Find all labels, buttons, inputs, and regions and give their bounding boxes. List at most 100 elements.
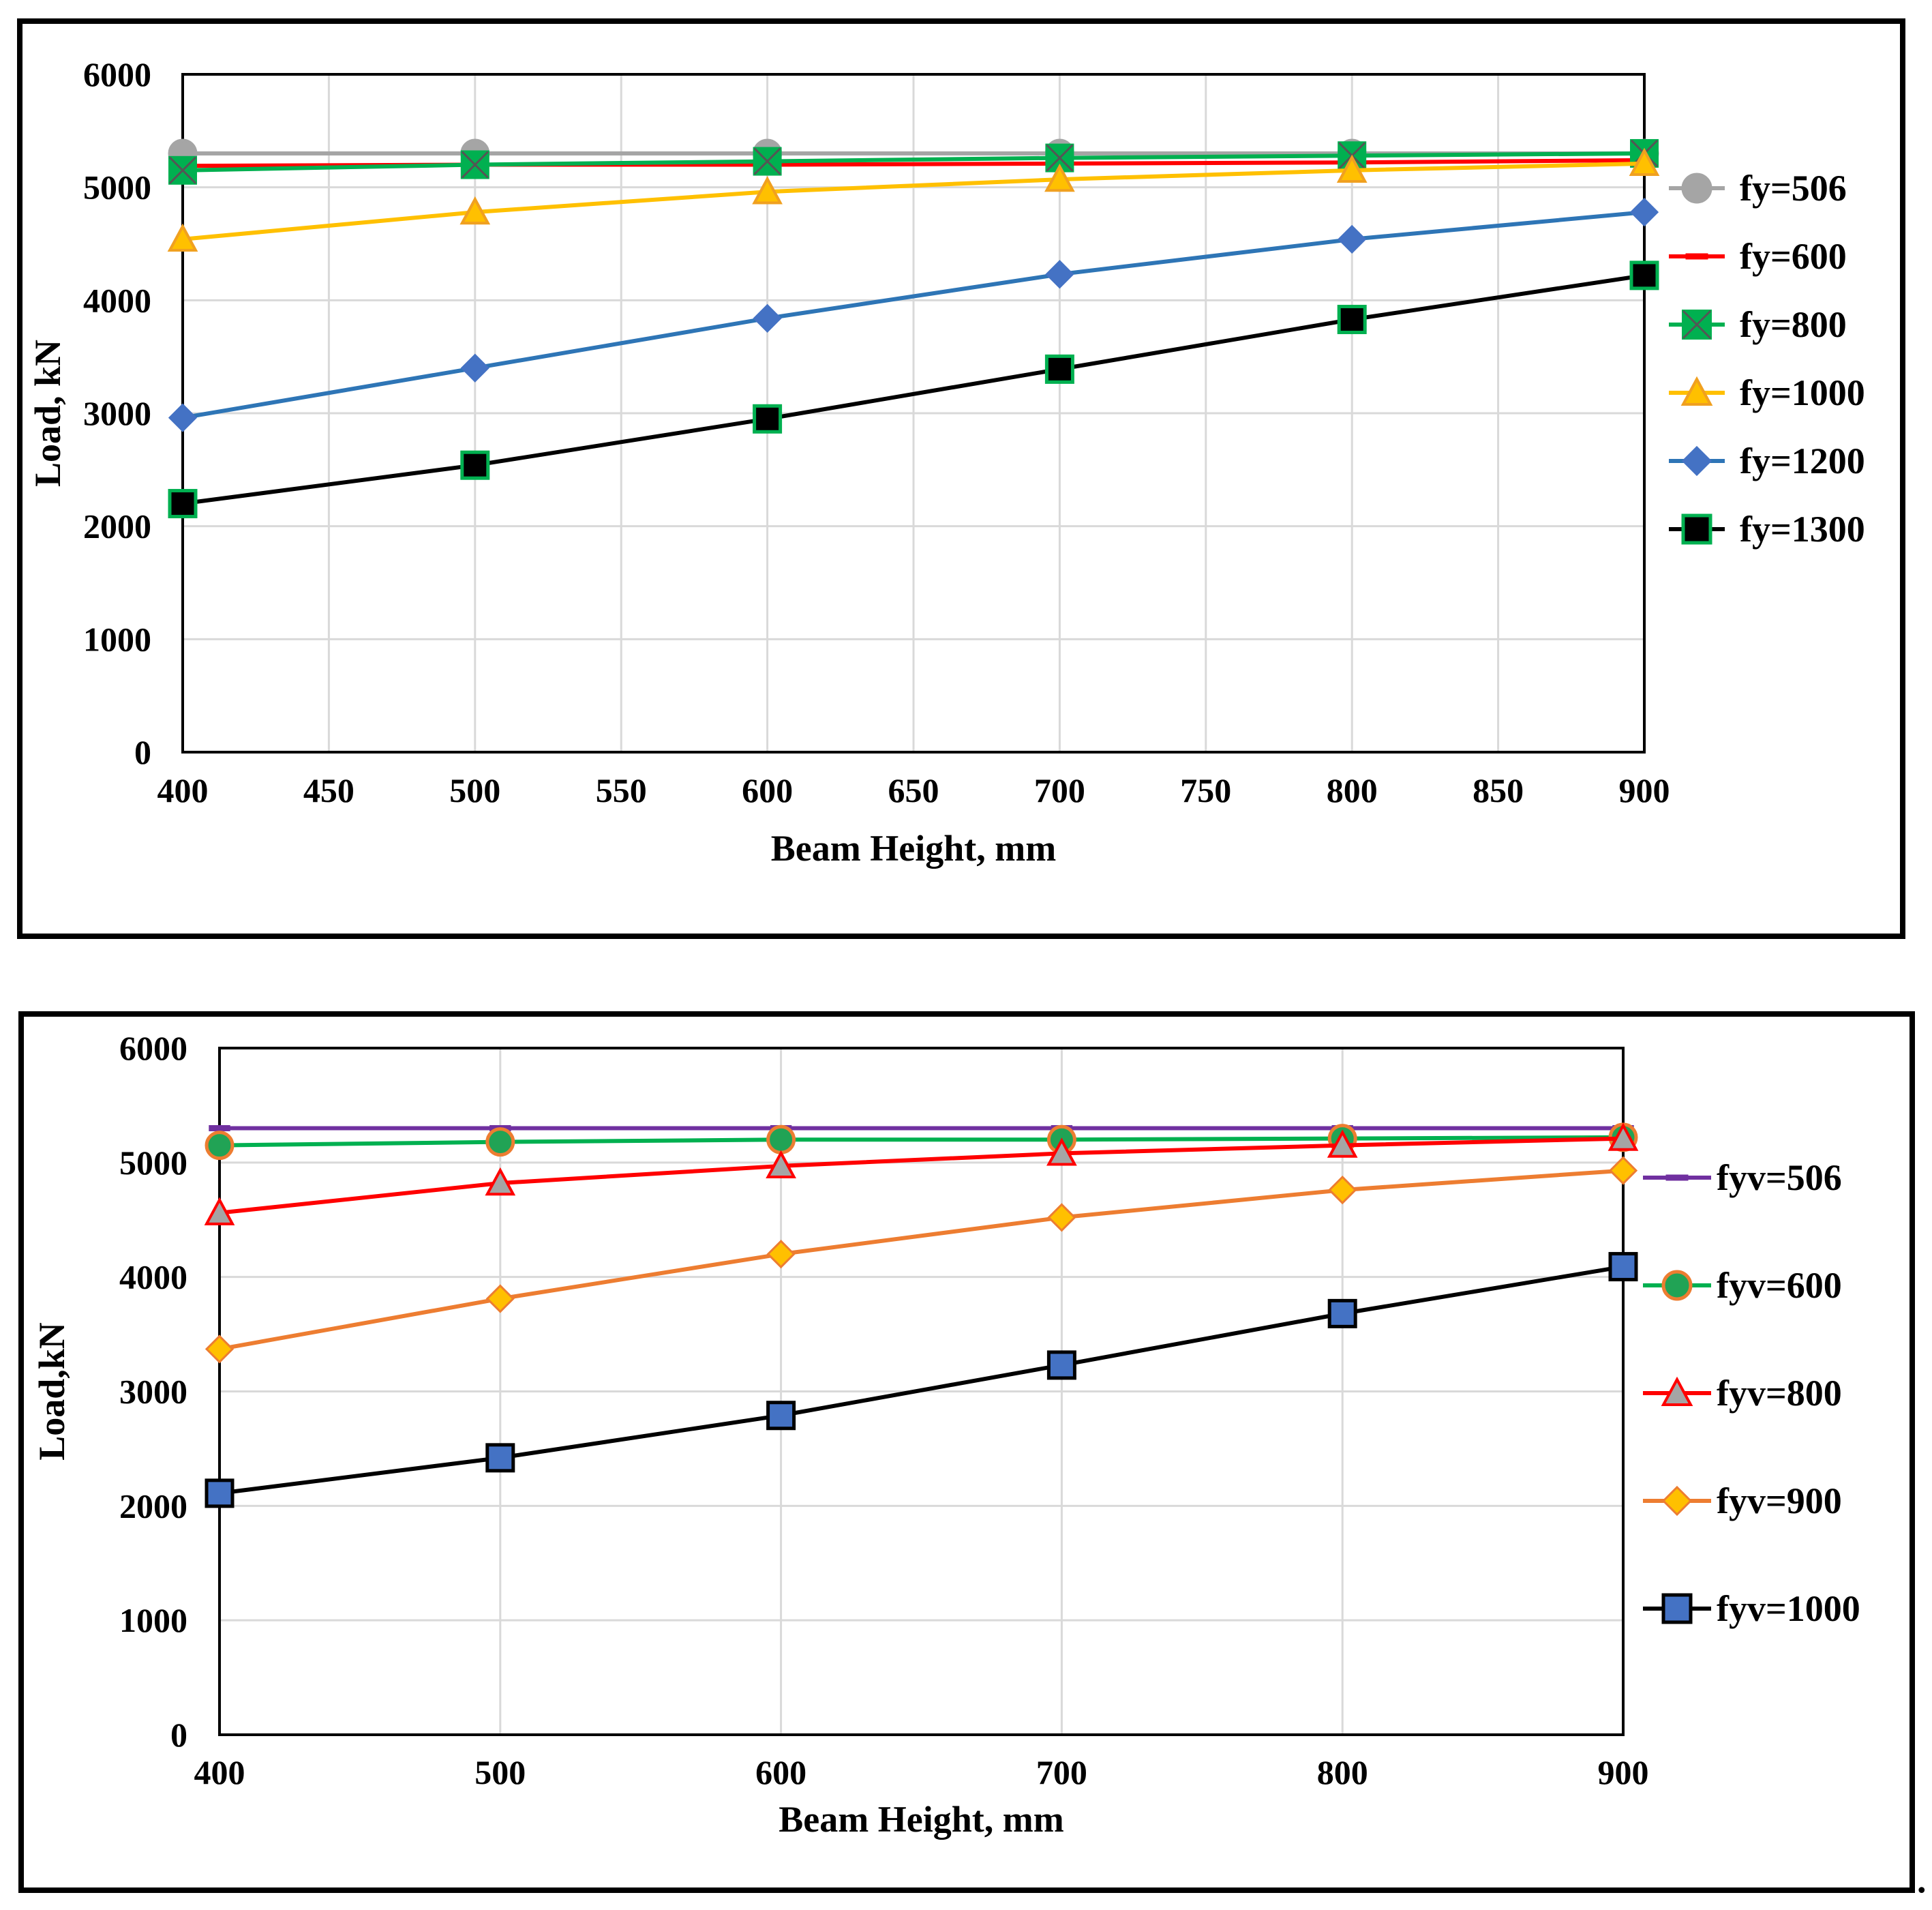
data-point [753,404,783,434]
data-point [205,1478,235,1508]
x-tick-label: 800 [1327,771,1378,809]
y-tick-label: 3000 [83,394,151,432]
chart-fy-load-vs-height: 400 450 500 550 600 650 700 750 800 850 900 0 1000 20… [17,18,1905,939]
data-point [1044,354,1074,384]
data-point [485,1284,515,1313]
series-line [182,151,1645,173]
legend-entry: fyv=506 [1643,1157,1842,1198]
data-point [1044,163,1075,192]
data-point [1046,1350,1076,1380]
legend-entry: fy=1200 [1669,441,1865,481]
data-point [1629,197,1659,227]
data-point [752,176,783,205]
data-point [1629,147,1660,177]
legend-entry: fyv=600 [1643,1265,1842,1306]
data-point [1608,1122,1639,1151]
legend-entry: fyv=1000 [1643,1588,1860,1629]
legend-marker [1665,1174,1689,1181]
x-tick-label: 800 [1317,1753,1368,1791]
plot-area-border [218,1047,1625,1736]
data-point [485,1167,516,1196]
legend-label: fy=800 [1740,304,1847,345]
series-line [219,1168,1624,1352]
data-point [753,303,782,333]
y-tick-label: 3000 [119,1373,187,1411]
legend-entry: fy=800 [1669,304,1847,345]
series-fy=1000 [167,147,1660,252]
data-point [205,1131,235,1161]
data-point [766,1124,796,1154]
data-point [460,150,489,179]
data-point [168,155,197,185]
y-tick-label: 1000 [83,620,151,658]
legend-marker [1680,376,1713,406]
x-tick-label: 700 [1034,771,1085,809]
data-point-cross [461,151,489,179]
legend-label: fy=600 [1740,236,1847,277]
legend-label: fyv=900 [1717,1480,1842,1521]
y-tick-label: 5000 [119,1144,187,1182]
series-line [219,1135,1624,1148]
legend-marker [1681,513,1712,545]
data-point [204,1197,235,1225]
data-point [209,1124,230,1131]
x-tick-label: 900 [1619,771,1670,809]
legend-entry: fy=506 [1669,168,1847,209]
series-line [182,161,1645,241]
trailing-period: . [1917,1860,1927,1900]
data-point-cross [1046,144,1074,172]
legend-label: fyv=506 [1717,1157,1842,1198]
x-tick-label: 750 [1180,771,1231,809]
data-point [1608,1252,1638,1282]
x-axis-title: Beam Height, mm [771,828,1056,869]
x-tick-label: 700 [1036,1753,1087,1791]
y-axis-title: Load, kN [27,340,68,487]
legend-label: fyv=800 [1717,1373,1842,1414]
legend-marker [1681,445,1712,477]
legend-marker [1682,310,1712,340]
data-point [766,1239,796,1269]
y-tick-label: 0 [170,1716,187,1754]
x-tick-label: 900 [1598,1753,1649,1791]
legend-entry: fyv=900 [1643,1480,1842,1521]
data-point [1338,224,1367,254]
data-point [168,403,198,432]
data-point-cross [168,156,197,184]
legend-label: fyv=600 [1717,1265,1842,1306]
legend-marker [1681,173,1712,204]
x-tick-label: 850 [1473,771,1524,809]
y-tick-label: 5000 [83,168,151,207]
y-tick-label: 2000 [83,507,151,546]
data-point [1328,1175,1357,1205]
data-point [167,223,198,252]
chart-fyv-load-vs-height: 400 500 600 700 800 900 0 1000 2000 3000 4000 5000 6… [18,1011,1915,1893]
x-tick-label: 600 [755,1753,806,1791]
x-tick-label: 500 [449,771,500,809]
legend-entry: fyv=800 [1643,1373,1842,1414]
data-point [460,353,489,383]
data-point [753,147,782,176]
series-fy=1300 [168,260,1659,519]
legend-label: fy=1300 [1740,509,1865,550]
y-tick-label: 2000 [119,1487,187,1525]
legend-marker [1661,1593,1693,1624]
data-point [1608,1156,1638,1185]
series-fy=1200 [168,197,1659,432]
legend-label: fy=1200 [1740,441,1865,481]
data-point [485,1443,515,1473]
y-tick-label: 0 [134,733,151,771]
series-fyv=900 [205,1156,1638,1364]
x-tick-label: 400 [194,1753,245,1791]
y-tick-label: 6000 [119,1029,187,1067]
series-line [182,273,1645,506]
y-tick-label: 4000 [83,281,151,319]
legend-label: fy=506 [1740,168,1847,209]
y-tick-label: 4000 [119,1258,187,1296]
chart-frame [18,1011,1915,1893]
x-tick-label: 400 [157,771,209,809]
legend-entry: fy=600 [1669,236,1847,277]
x-tick-label: 450 [303,771,354,809]
data-point [1045,260,1074,289]
x-tick-label: 650 [888,771,939,809]
